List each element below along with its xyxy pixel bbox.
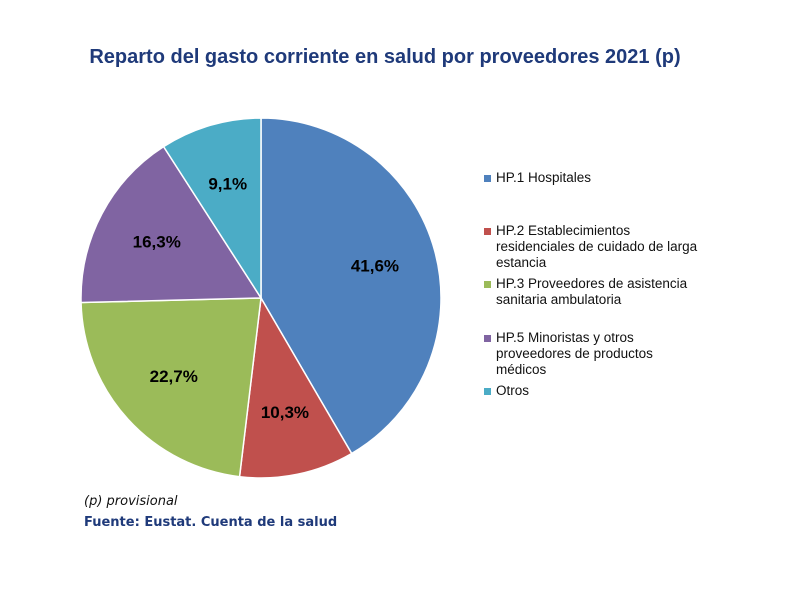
legend-item-hospitales: HP.1 Hospitales <box>484 170 744 186</box>
slice-label-otros: 9,1% <box>208 174 247 193</box>
legend-label-minoristas: HP.5 Minoristas y otros proveedores de pr… <box>496 330 653 377</box>
legend-label-residenciales: HP.2 Establecimientos residenciales de cu… <box>496 223 698 270</box>
provisional-note: (p) provisional <box>84 494 178 509</box>
pie-slice-ambulatoria <box>80 297 262 478</box>
legend-swatch-residenciales <box>484 228 491 235</box>
legend-label-hospitales: HP.1 Hospitales <box>496 170 592 185</box>
chart-title: Reparto del gasto corriente en salud por… <box>89 46 681 68</box>
pie-slice-hospitales <box>260 117 442 455</box>
slice-label-minoristas: 16,3% <box>133 232 181 251</box>
legend-swatch-minoristas <box>484 335 491 342</box>
slice-label-ambulatoria: 22,7% <box>150 367 198 386</box>
legend-label-otros: Otros <box>496 383 530 398</box>
legend-item-ambulatoria: HP.3 Proveedores de asistencia sanitaria … <box>484 276 744 308</box>
legend-swatch-ambulatoria <box>484 281 491 288</box>
slice-label-hospitales: 41,6% <box>351 257 399 276</box>
legend-item-minoristas: HP.5 Minoristas y otros proveedores de pr… <box>484 330 744 378</box>
legend-swatch-hospitales <box>484 175 491 182</box>
slice-label-residenciales: 10,3% <box>261 403 309 422</box>
legend-label-ambulatoria: HP.3 Proveedores de asistencia sanitaria … <box>496 276 688 307</box>
legend-item-residenciales: HP.2 Establecimientos residenciales de cu… <box>484 223 744 271</box>
legend-item-otros: Otros <box>484 383 744 399</box>
pie-slice-residenciales <box>238 295 353 479</box>
legend-swatch-otros <box>484 388 491 395</box>
pie-slice-otros <box>162 117 262 301</box>
source-note: Fuente: Eustat. Cuenta de la salud <box>84 515 338 530</box>
pie-slice-minoristas <box>80 145 263 304</box>
